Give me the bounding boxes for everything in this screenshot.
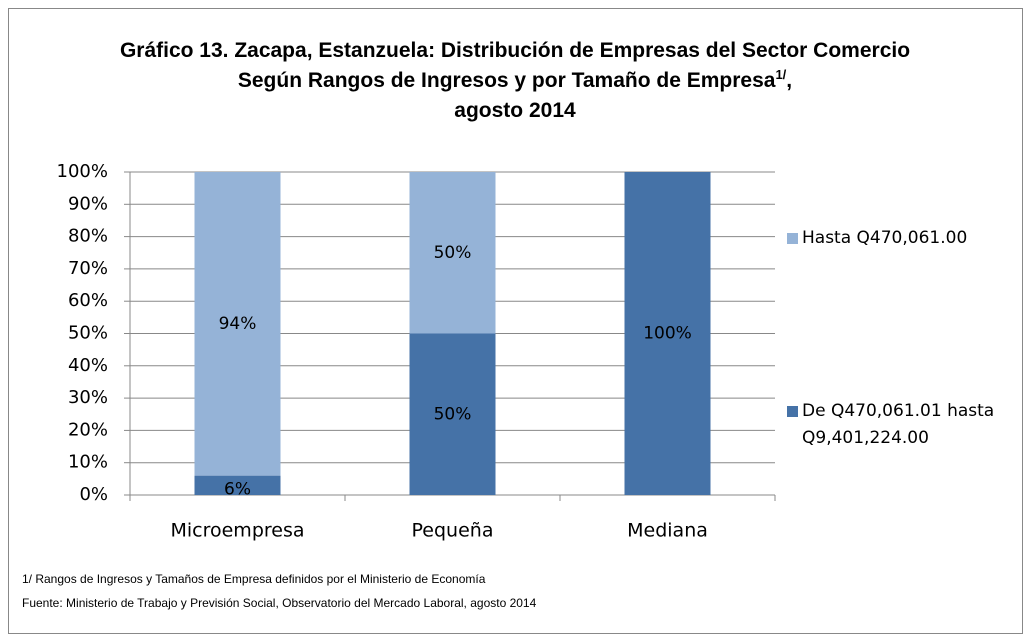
x-tick-label: Mediana bbox=[627, 520, 708, 542]
bar-segment bbox=[624, 172, 711, 495]
y-tick-label: 20% bbox=[68, 419, 108, 440]
y-tick-label: 100% bbox=[57, 161, 108, 182]
title-note: 1/ bbox=[775, 67, 787, 82]
data-label: 6% bbox=[224, 479, 251, 499]
title-date: agosto 2014 bbox=[454, 99, 576, 122]
x-tick-label: Microempresa bbox=[170, 520, 304, 542]
legend-label: Hasta Q470,061.00 bbox=[802, 228, 968, 248]
y-tick-label: 30% bbox=[68, 387, 108, 408]
y-tick-label: 0% bbox=[79, 484, 108, 505]
y-tick-label: 10% bbox=[68, 452, 108, 473]
bar-segment bbox=[194, 475, 281, 495]
y-tick-label: 50% bbox=[68, 323, 108, 344]
data-label: 100% bbox=[643, 324, 692, 344]
data-label: 50% bbox=[434, 404, 472, 424]
footnote: 1/ Rangos de Ingresos y Tamaños de Empre… bbox=[22, 572, 486, 586]
y-tick-label: 70% bbox=[68, 258, 108, 279]
bar-segment bbox=[409, 333, 496, 495]
legend-swatch bbox=[787, 233, 798, 244]
y-tick-label: 90% bbox=[68, 193, 108, 214]
bar-segment bbox=[194, 172, 281, 476]
bar-segment bbox=[409, 172, 496, 334]
legend-swatch bbox=[787, 406, 798, 417]
y-tick-label: 60% bbox=[68, 290, 108, 311]
y-tick-label: 40% bbox=[68, 355, 108, 376]
title-tail: , bbox=[786, 69, 793, 92]
data-label: 50% bbox=[434, 243, 472, 263]
title-text: Gráfico 13. Zacapa, Estanzuela: Distribu… bbox=[119, 39, 911, 92]
chart-title: Gráfico 13. Zacapa, Estanzuela: Distribu… bbox=[100, 36, 930, 126]
data-label: 94% bbox=[219, 314, 257, 334]
footnote: Fuente: Ministerio de Trabajo y Previsió… bbox=[22, 596, 537, 610]
y-tick-label: 80% bbox=[68, 226, 108, 247]
x-tick-label: Pequeña bbox=[412, 520, 494, 542]
legend-label: De Q470,061.01 hasta Q9,401,224.00 bbox=[802, 401, 995, 448]
frame bbox=[8, 8, 1023, 634]
